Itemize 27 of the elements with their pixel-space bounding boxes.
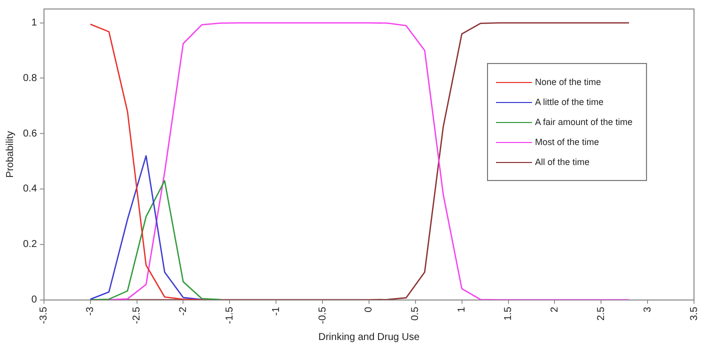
x-axis-title: Drinking and Drug Use [318,332,420,343]
legend-label: All of the time [535,157,591,167]
legend-label: None of the time [535,77,602,87]
x-tick-label: 3 [642,306,654,312]
y-tick-label: 0.4 [22,184,38,195]
x-tick-label: 0.5 [410,306,422,321]
x-tick-label: 2 [549,306,560,312]
y-axis-title: Probability [4,131,16,178]
legend-label: A little of the time [535,97,605,107]
x-tick-label: -1.5 [224,306,236,324]
x-tick-label: -3.5 [38,306,50,324]
legend-label: A fair amount of the time [535,117,634,127]
x-tick-label: -3 [85,306,96,316]
y-tick-label: 0.2 [22,239,38,250]
y-tick-label: 1 [31,18,38,29]
x-tick-label: 1 [456,306,468,312]
y-tick-label: 0.8 [22,72,38,84]
x-tick-label: 2.5 [596,306,607,321]
x-tick-label: 3.5 [688,306,700,321]
x-tick-label: -1 [270,306,282,316]
x-tick-label: -0.5 [317,306,328,324]
legend-label: Most of the time [535,137,600,147]
x-tick-label: -2 [178,306,189,316]
x-tick-label: 0 [364,306,375,312]
y-tick-label: 0.6 [22,128,38,140]
x-tick-label: -2.5 [132,306,143,324]
x-tick-label: 1.5 [503,306,514,321]
